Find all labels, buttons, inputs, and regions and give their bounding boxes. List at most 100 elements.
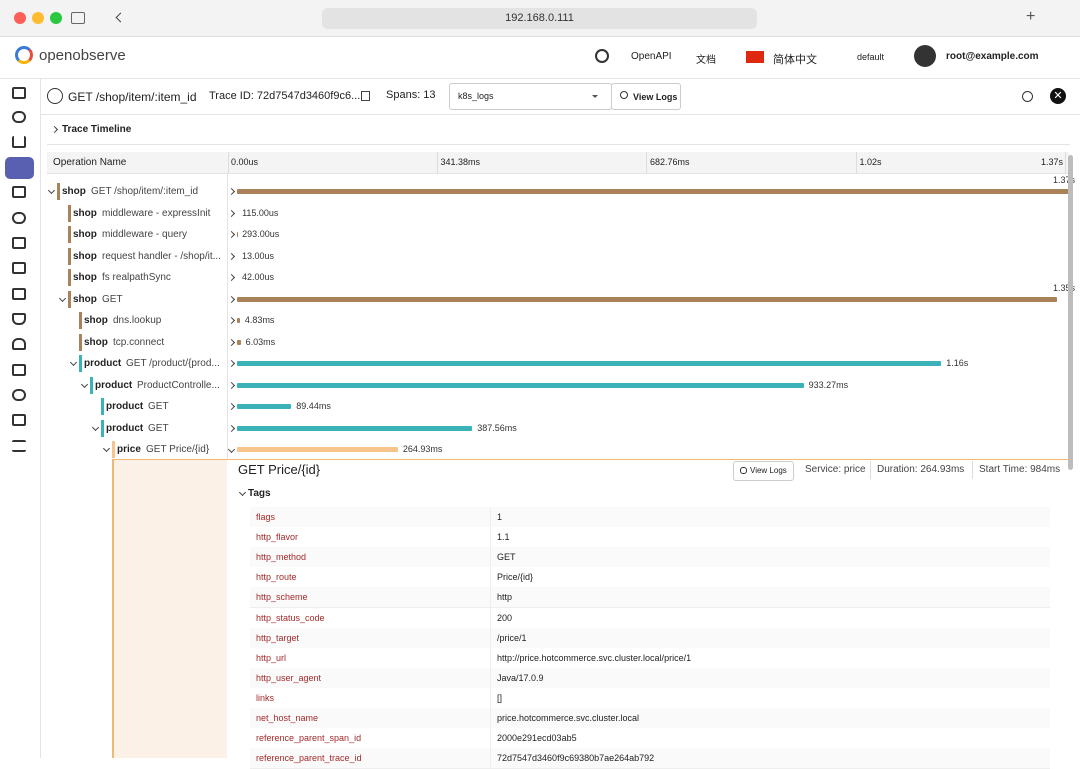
operation-name: GET /shop/item/:item_id: [91, 186, 198, 197]
org-select[interactable]: default: [857, 52, 884, 62]
nav-icon[interactable]: [12, 389, 26, 401]
nav-icon[interactable]: [12, 288, 26, 300]
user-menu[interactable]: root@example.com: [946, 51, 1039, 62]
dropdown-arrow: [592, 95, 598, 101]
tag-row: links[]: [250, 688, 1050, 709]
nav-icon[interactable]: [12, 136, 26, 148]
tag-key: flags: [256, 512, 275, 522]
chevron: [228, 295, 235, 302]
nav-link[interactable]: 文档: [696, 51, 716, 66]
sidebar-toggle[interactable]: [71, 12, 85, 24]
operation-name: middleware - query: [102, 229, 187, 240]
trace-id: Trace ID: 72d7547d3460f9c6...: [209, 90, 360, 102]
back-button[interactable]: [116, 13, 126, 23]
scrollbar[interactable]: [1068, 155, 1073, 470]
timeline-toggle[interactable]: Trace Timeline: [47, 118, 1070, 145]
chevron: [228, 209, 235, 216]
tag-divider: [490, 648, 491, 668]
duration-bar: [237, 189, 1069, 194]
nav-icon[interactable]: [12, 212, 26, 224]
tag-divider: [490, 587, 491, 607]
tag-value: 1.1: [497, 532, 510, 542]
nav-icon[interactable]: [12, 338, 26, 350]
service-marker: [68, 291, 71, 308]
theme-toggle[interactable]: [595, 49, 609, 63]
nav-icon[interactable]: [12, 364, 26, 376]
service-marker: [79, 334, 82, 351]
operation-name: GET: [102, 294, 123, 305]
tick-label: 682.76ms: [650, 157, 690, 167]
nav-icon-active[interactable]: [5, 157, 34, 179]
nav-icon[interactable]: [12, 186, 26, 198]
url-bar[interactable]: 192.168.0.111: [322, 8, 757, 29]
zoom-dot[interactable]: [50, 12, 62, 24]
column-title: Operation Name: [53, 157, 126, 168]
tag-key: reference_parent_span_id: [256, 733, 361, 743]
timeline-label: Trace Timeline: [62, 124, 131, 135]
duration-bar: [237, 318, 240, 323]
tag-value: 72d7547d3460f9c69380b7ae264ab792: [497, 753, 654, 763]
nav-icon[interactable]: [12, 414, 26, 426]
nav-icon[interactable]: [12, 87, 26, 99]
duration-bar: [237, 404, 291, 409]
tag-value: 1: [497, 512, 502, 522]
detail-view-logs[interactable]: View Logs: [733, 461, 794, 481]
nav-icon[interactable]: [12, 111, 26, 123]
copy-icon[interactable]: [361, 91, 370, 101]
tag-divider: [490, 728, 491, 748]
share-icon[interactable]: [1022, 91, 1033, 102]
detail-service: Service: price: [805, 464, 866, 475]
tag-key: net_host_name: [256, 713, 318, 723]
button-label: View Logs: [750, 466, 787, 475]
logo[interactable]: openobserve: [39, 47, 126, 64]
tag-value: []: [497, 693, 502, 703]
chevron: [228, 252, 235, 259]
chevron: [228, 424, 235, 431]
service-marker: [101, 398, 104, 415]
service-name: shop: [73, 208, 97, 219]
service-name: shop: [73, 294, 97, 305]
view-logs-button[interactable]: View Logs: [611, 83, 681, 110]
chevron: [51, 126, 58, 133]
close-dot[interactable]: [14, 12, 26, 24]
nav-link[interactable]: OpenAPI: [631, 51, 672, 62]
language-select[interactable]: 简体中文: [773, 51, 817, 67]
nav-icon[interactable]: [12, 237, 26, 249]
service-marker: [101, 420, 104, 437]
chevron: [103, 445, 110, 452]
search-icon: [620, 91, 628, 99]
chevron: [92, 423, 99, 430]
close-button[interactable]: ✕: [1050, 88, 1066, 104]
back-button[interactable]: [47, 88, 63, 104]
service-marker: [79, 312, 82, 329]
nav-icon[interactable]: [12, 440, 26, 452]
tag-value: http: [497, 592, 512, 602]
chevron: [228, 381, 235, 388]
nav-icon[interactable]: [12, 313, 26, 325]
new-tab[interactable]: +: [1026, 11, 1037, 22]
operation-name: GET /product/{prod...: [126, 358, 220, 369]
stream-select[interactable]: k8s_logs: [449, 83, 612, 110]
avatar[interactable]: [914, 45, 936, 67]
duration-bar: [237, 340, 241, 345]
minimize-dot[interactable]: [32, 12, 44, 24]
chevron[interactable]: [239, 489, 246, 496]
nav-icon[interactable]: [12, 262, 26, 274]
tag-key: http_url: [256, 653, 286, 663]
